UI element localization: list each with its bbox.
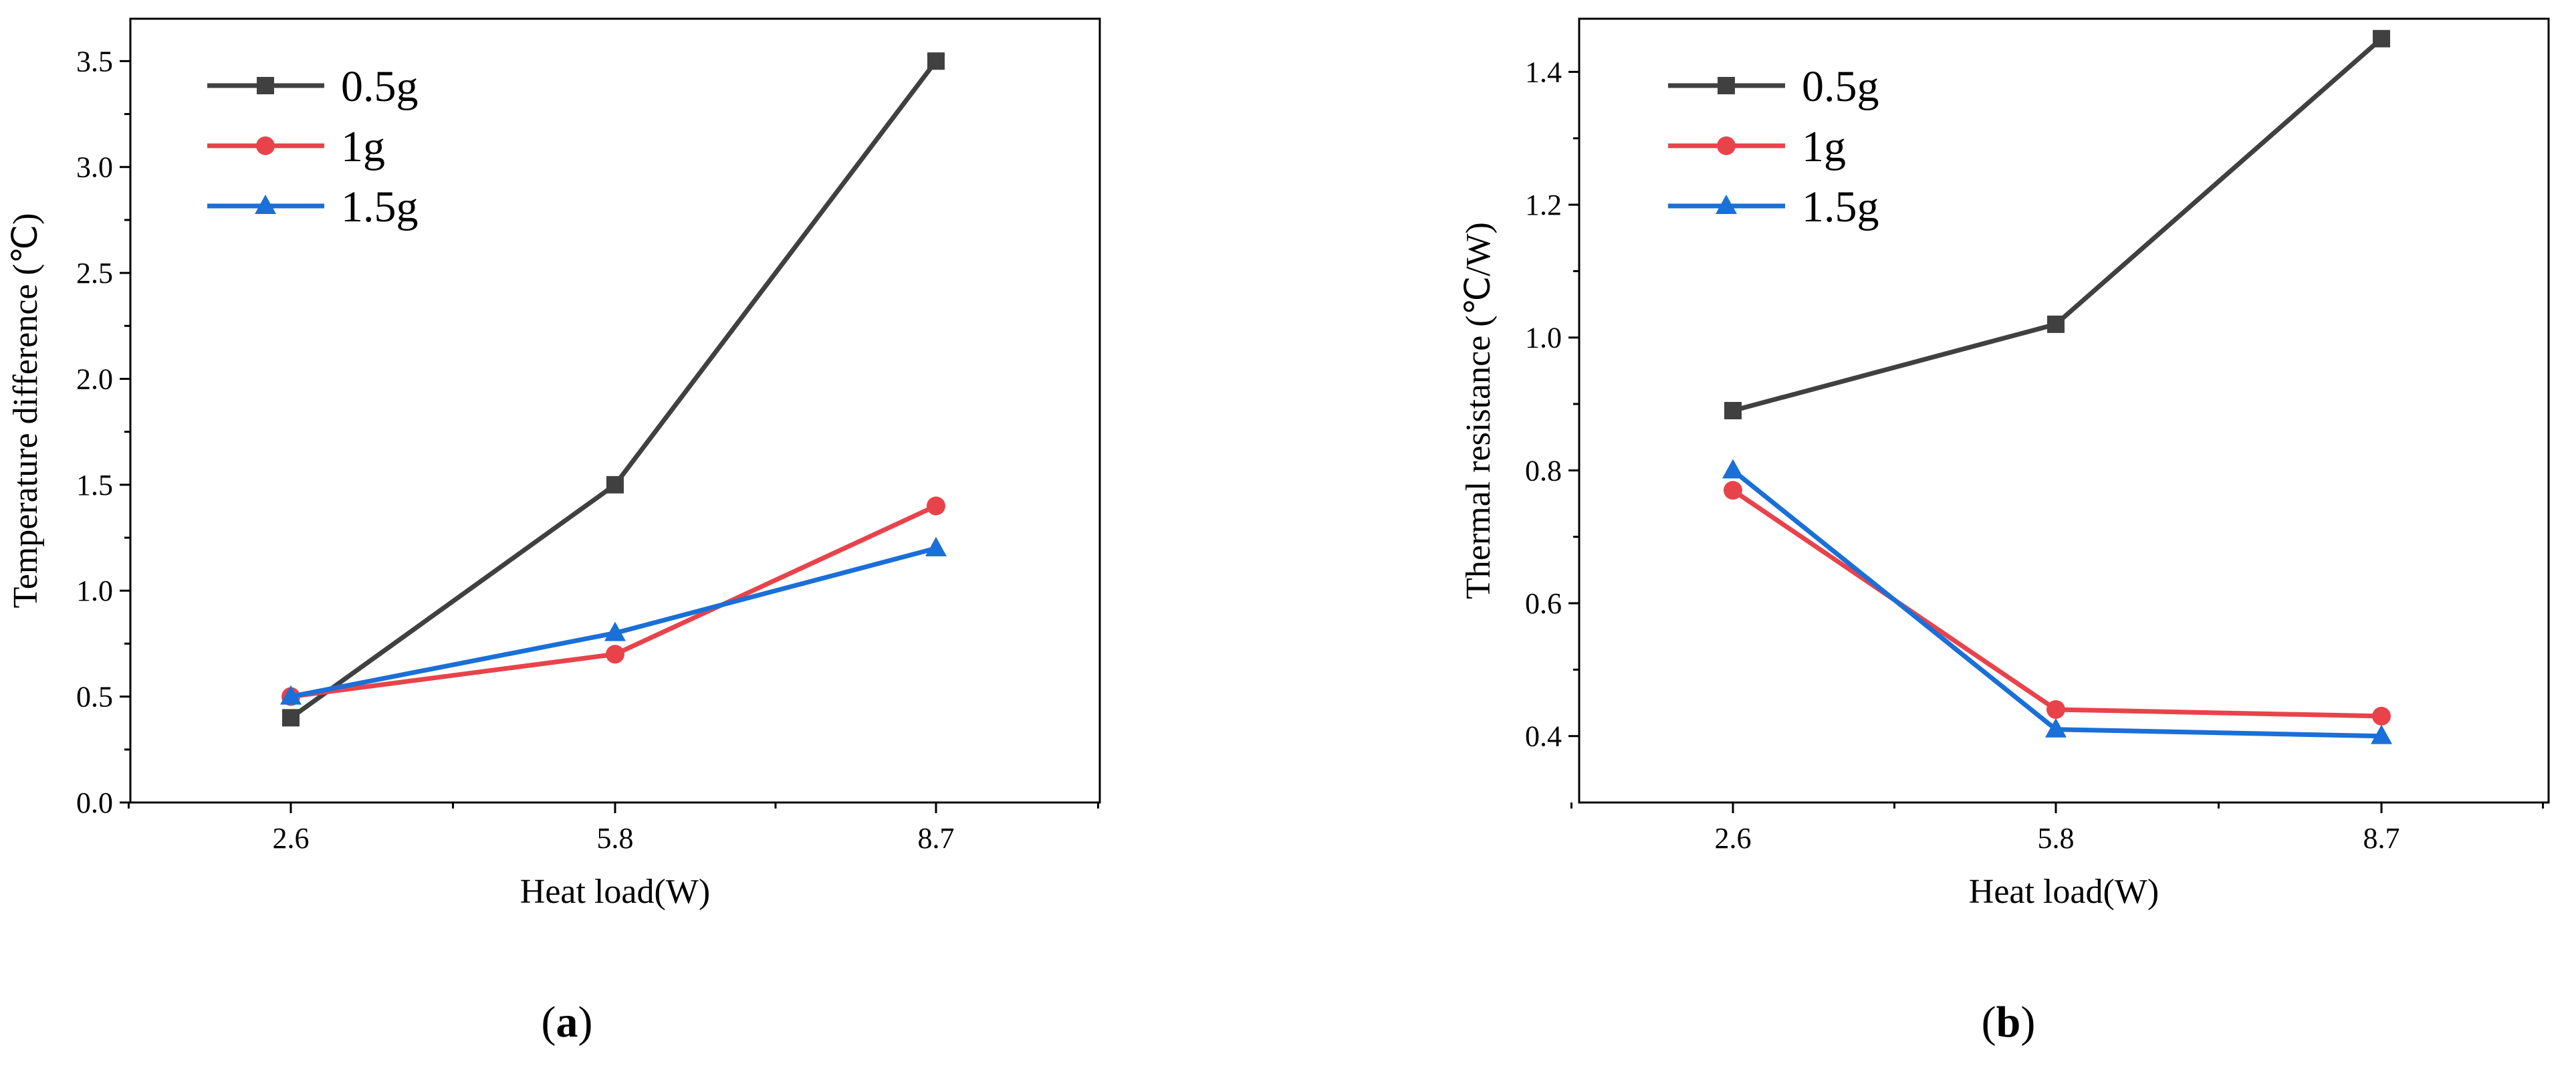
y-tick-label: 0.4 (1525, 720, 1562, 753)
chart-panel-b: 0.4 0.6 0.8 1.0 1.2 1.4 2.6 5.8 8.7 Heat load(W) T… (1459, 17, 2550, 1047)
legend-entry: 1g (207, 122, 385, 171)
legend-marker (255, 195, 276, 214)
data-point (2373, 29, 2390, 47)
data-point (606, 475, 624, 494)
x-tick-label: 2.6 (1715, 822, 1752, 855)
legend-marker (1717, 136, 1736, 155)
x-tick-label: 8.7 (918, 822, 955, 855)
legend-entry: 1.5g (207, 183, 419, 231)
data-point (2045, 718, 2067, 738)
data-point (927, 496, 945, 516)
series-line (1732, 488, 2382, 719)
y-tick-label: 0.5 (76, 681, 113, 714)
legend-label: 1g (1802, 122, 1846, 171)
series-line (1731, 468, 2382, 739)
series-0-5g (1724, 29, 2390, 419)
x-axis-label: Heat load(W) (520, 873, 710, 911)
panel-label: (b) (1982, 998, 2036, 1047)
panel-label-letter: a (556, 998, 578, 1047)
series-0-5g (282, 52, 945, 727)
legend-entry: 0.5g (1668, 62, 1879, 111)
plot-frame (1578, 17, 2550, 804)
legend-label: 1g (341, 122, 385, 171)
plot-frame (129, 17, 1101, 804)
legend-label: 0.5g (341, 62, 419, 111)
data-point (1722, 459, 1744, 479)
data-point (604, 621, 626, 641)
panel-label: (a) (542, 998, 593, 1047)
legend-entry: 1g (1668, 122, 1846, 171)
y-tick-label: 1.5 (76, 469, 113, 502)
y-tick-label: 1.2 (1525, 189, 1562, 221)
y-tick-label: 3.5 (76, 45, 113, 78)
y-tick-label: 2.5 (76, 257, 113, 290)
series-1-5g (280, 536, 947, 705)
data-point (282, 709, 300, 727)
y-tick-label: 1.0 (76, 574, 113, 607)
x-tick-label: 5.8 (2038, 822, 2075, 855)
legend-marker (1716, 195, 1737, 214)
panel-label-letter: b (1996, 998, 2021, 1047)
y-tick-label: 0.8 (1525, 454, 1562, 487)
data-point (280, 685, 302, 705)
y-tick-label: 0.0 (76, 786, 113, 819)
y-tick-label: 1.4 (1525, 56, 1562, 88)
y-axis-label: Thermal resistance (℃/W) (1459, 222, 1498, 599)
y-tick-label: 1.0 (1525, 322, 1562, 354)
data-point (927, 52, 945, 70)
data-point (2371, 724, 2392, 744)
series-1g (1724, 481, 2391, 726)
series-line (289, 60, 938, 720)
data-point (1724, 481, 1742, 500)
data-point (2047, 315, 2065, 333)
legend-label: 1.5g (1802, 183, 1879, 231)
y-axis-label: Temperature difference (℃) (7, 213, 45, 609)
data-point (925, 536, 947, 556)
panel-label-open: ( (1982, 998, 1996, 1047)
data-point (2046, 700, 2065, 719)
legend-entry: 1.5g (1668, 183, 1879, 231)
y-tick-label: 3.0 (76, 151, 113, 184)
legend-entry: 0.5g (207, 62, 419, 111)
x-tick-label: 5.8 (597, 822, 634, 855)
legend-marker (1718, 77, 1735, 94)
legend-label: 0.5g (1802, 62, 1879, 111)
series-1-5g (1722, 459, 2392, 744)
data-point (1724, 402, 1742, 419)
x-tick-label: 8.7 (2363, 822, 2400, 855)
series-line (290, 546, 937, 700)
y-tick-label: 2.0 (76, 362, 113, 395)
data-point (606, 645, 624, 664)
legend-marker (256, 136, 275, 155)
data-point (2372, 706, 2391, 726)
legend-marker (257, 77, 274, 94)
x-tick-label: 2.6 (273, 822, 310, 855)
panel-label-close: ) (2020, 998, 2035, 1047)
chart-panel-a: 0.0 0.5 1.0 1.5 2.0 2.5 3.0 3.5 2.6 5.8 8.7 Heat lo… (7, 17, 1101, 1047)
panel-label-close: ) (578, 998, 593, 1047)
series-1g (281, 496, 945, 706)
x-axis-label: Heat load(W) (1969, 873, 2159, 911)
y-tick-label: 0.6 (1525, 587, 1562, 620)
legend-label: 1.5g (341, 183, 419, 231)
panel-label-open: ( (542, 998, 556, 1047)
series-line (290, 504, 937, 700)
